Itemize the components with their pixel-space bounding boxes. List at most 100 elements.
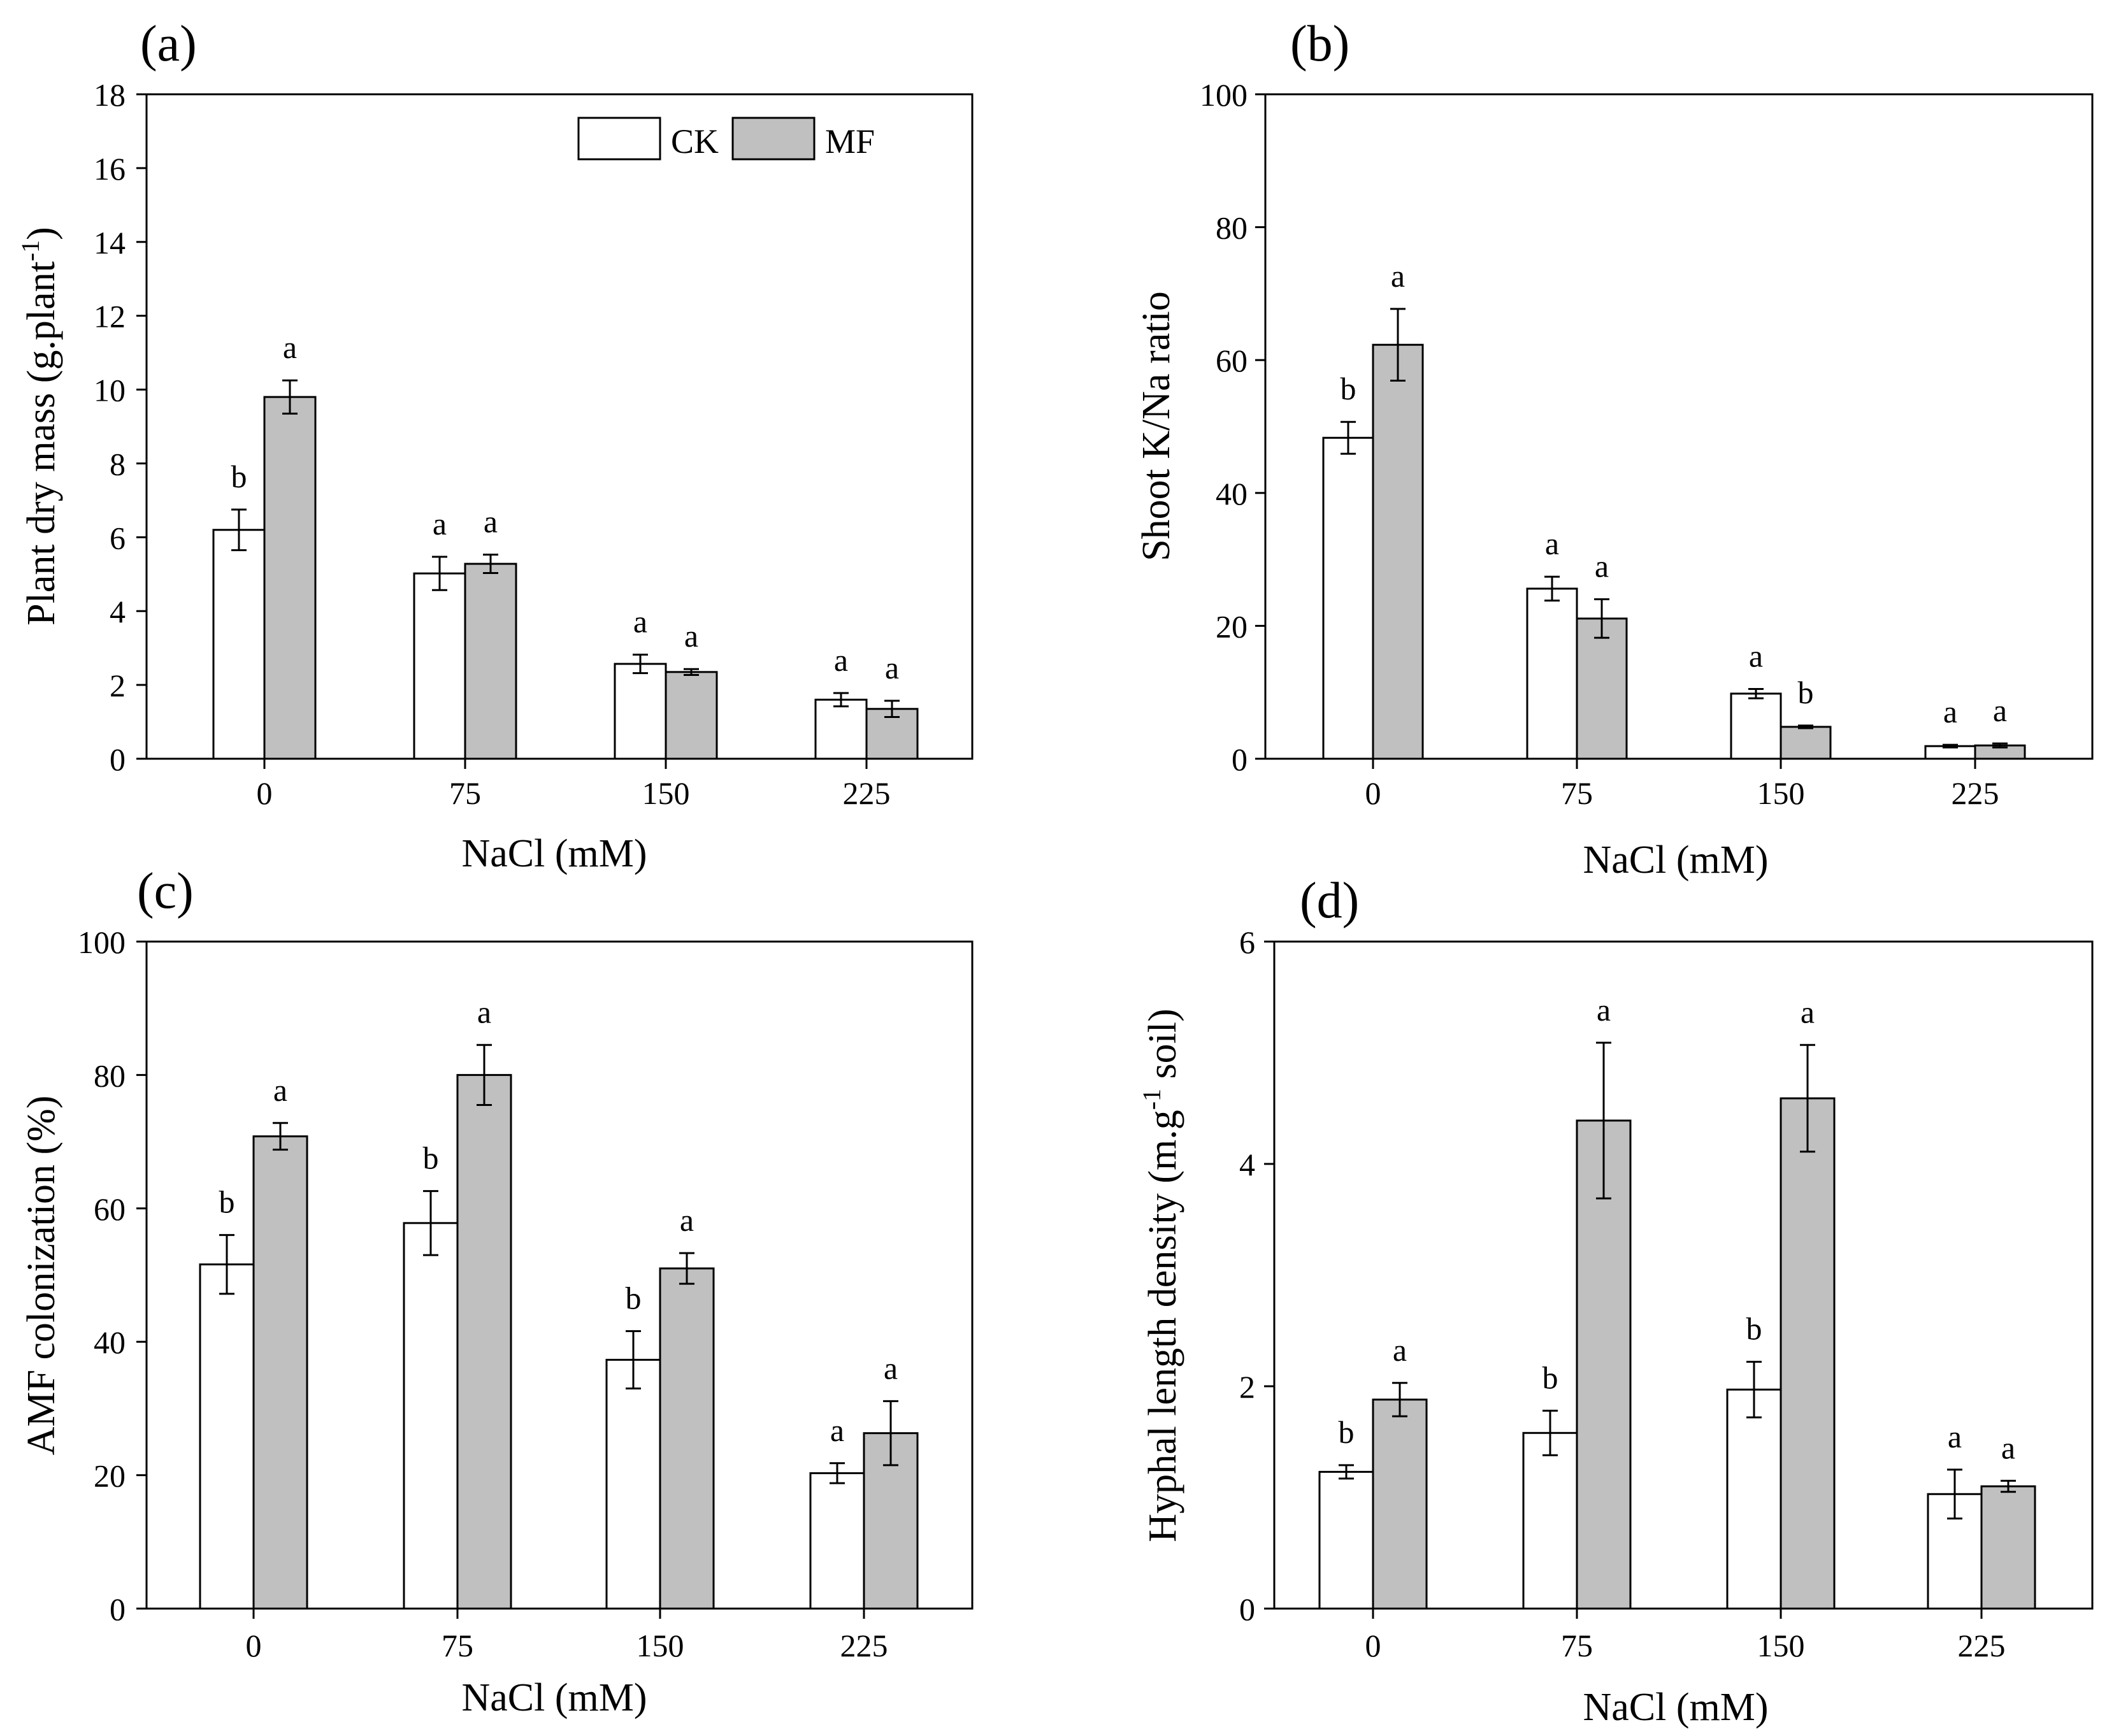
y-tick-label: 2 [1239,1369,1255,1405]
y-tick-label: 4 [1239,1147,1255,1182]
y-tick-label: 20 [94,1458,126,1494]
bar-ck [614,663,667,760]
x-tick-label: 225 [1952,775,1999,811]
significance-letter: a [484,504,498,540]
significance-letter: b [219,1184,235,1220]
significance-letter: a [834,642,848,678]
x-axis-label: NaCl (mM) [461,832,647,875]
panel-b: (b) NaCl (mM) Shoot K/Na ratio 0 20 40 60 80… [1135,16,2094,882]
x-tick-label: 0 [1365,775,1381,811]
bar-ck [403,1222,459,1610]
bar-ck [1730,692,1782,760]
plot-frame [1273,940,2094,1610]
y-tick-label: 16 [94,151,126,187]
significance-letter: b [1542,1359,1558,1395]
y-axis-label-main: AMF colonization (%) [20,1096,63,1456]
bar-mf [1980,1485,2036,1610]
y-tick-label: 60 [94,1191,126,1227]
y-tick-label: 2 [110,668,126,703]
bar-mf [464,563,517,760]
legend-swatch-ck [577,117,661,161]
significance-letter: b [626,1280,642,1316]
bar-mf [263,396,317,760]
significance-letter: a [283,329,297,365]
x-tick-label: 225 [843,775,891,811]
significance-letter: a [477,994,491,1029]
significance-letter: a [1391,258,1405,294]
legend-label-mf: MF [825,122,875,161]
bar-mf [1780,1097,1836,1610]
panel-a: (a) NaCl (mM) Plant dry mass (g.plant-1)… [16,16,974,875]
y-tick-label: 100 [1200,77,1248,113]
significance-letter: b [1341,371,1356,406]
y-axis-label-tail: ) [20,227,63,240]
bar-mf [1576,617,1628,760]
x-tick-label: 75 [449,775,481,811]
y-tick-label: 0 [110,1591,126,1627]
significance-letter: b [1339,1414,1355,1450]
bar-ck [199,1263,255,1610]
y-tick-label: 100 [78,924,126,960]
y-tick-label: 0 [1239,1591,1255,1627]
bar-ck [413,572,466,760]
x-tick-label: 75 [1561,1628,1593,1663]
significance-letter: a [433,506,447,542]
y-tick-label: 8 [110,446,126,482]
panel-label: (a) [140,16,197,72]
x-tick-label: 75 [1561,775,1593,811]
panel-label: (d) [1300,873,1359,929]
bar-mf [665,671,718,760]
significance-letter: a [1393,1332,1407,1368]
panel-d: (d) NaCl (mM) Hyphal length density (m.g… [1137,873,2094,1729]
y-tick-label: 18 [94,77,126,113]
bar-ck [605,1358,661,1610]
significance-letter: b [1798,675,1814,710]
bar-mf [659,1267,715,1610]
x-tick-label: 225 [840,1628,888,1663]
significance-letter: a [1595,549,1609,584]
y-tick-label: 10 [94,373,126,408]
bar-ck [1726,1388,1782,1610]
significance-letter: a [684,618,698,654]
y-axis-label: Plant dry mass (g.plant-1) [16,227,63,626]
bar-mf [1780,726,1832,760]
significance-letter: a [885,650,899,685]
significance-letter: a [680,1202,694,1238]
y-tick-label: 6 [1239,924,1255,960]
bar-ck [212,529,266,760]
bar-ck [814,698,868,760]
significance-letter: a [1749,638,1763,673]
y-tick-label: 14 [94,225,126,261]
significance-letter: a [1943,694,1957,729]
significance-letter: a [884,1350,898,1386]
y-tick-label: 80 [1216,210,1248,246]
plot-frame [145,93,974,760]
x-tick-label: 0 [246,1628,262,1663]
legend-swatch-mf [731,117,816,161]
y-axis-label-tail: soil) [1141,1008,1184,1089]
significance-letter: b [231,459,247,494]
significance-letter: a [1801,994,1815,1029]
y-axis-label-sup: -1 [16,240,45,261]
bar-mf [1576,1119,1632,1610]
legend: CK MF [577,117,875,161]
significance-letter: a [1545,526,1559,561]
significance-letter: a [1948,1419,1962,1454]
y-tick-label: 6 [110,520,126,556]
y-axis-label: Hyphal length density (m.g-1 soil) [1137,1008,1184,1542]
bar-mf [1372,1398,1428,1610]
legend-label-ck: CK [671,122,719,161]
bar-mf [456,1073,512,1610]
bar-ck [1322,436,1374,760]
y-tick-label: 80 [94,1058,126,1093]
bar-ck [1526,587,1578,760]
y-axis-label-main: Shoot K/Na ratio [1135,291,1178,561]
x-tick-label: 0 [1365,1628,1381,1663]
x-axis-label: NaCl (mM) [1583,1686,1768,1729]
significance-letter: a [2001,1430,2015,1465]
y-tick-label: 60 [1216,343,1248,378]
y-tick-label: 4 [110,594,126,629]
panel-c: (c) NaCl (mM) AMF colonization (%) 0 20 40… [20,863,974,1719]
y-axis-label: Shoot K/Na ratio [1135,291,1178,561]
